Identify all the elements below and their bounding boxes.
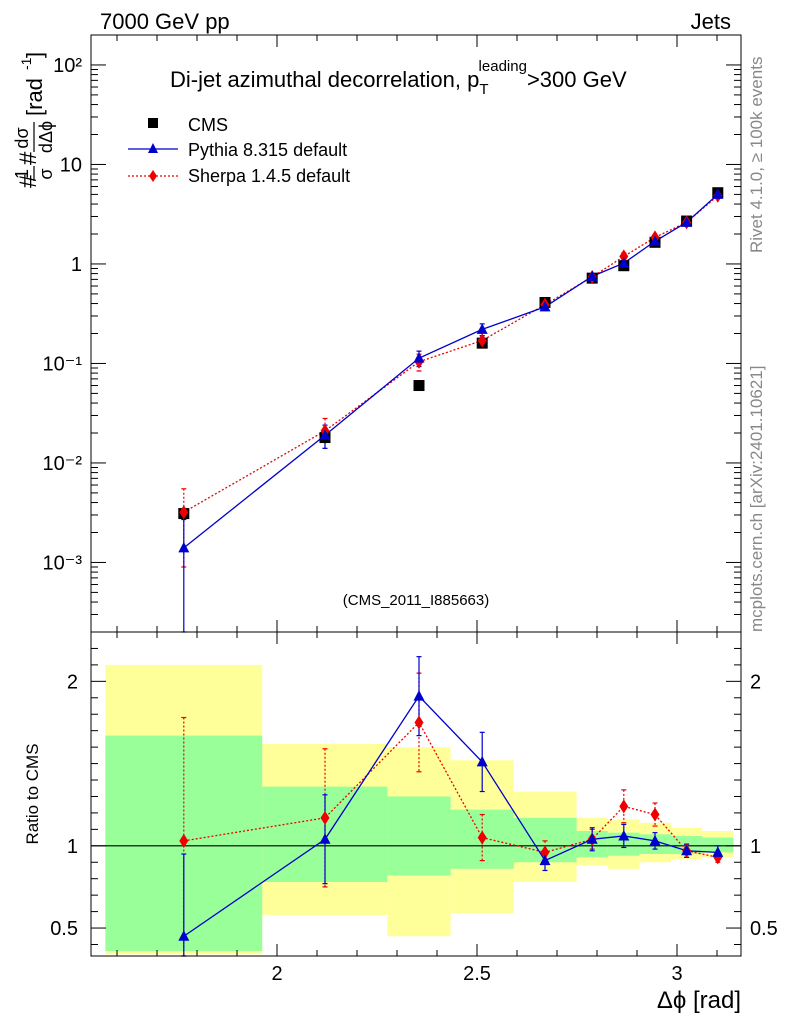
svg-text:dΔϕ: dΔϕ [36, 121, 56, 153]
main-series-line-sherpa [183, 195, 719, 513]
ratio-point-pythia [476, 755, 488, 767]
main-point-pythia [586, 270, 598, 281]
ratio-point-pythia [319, 833, 331, 844]
analysis-id-watermark: (CMS_2011_I885663) [343, 592, 489, 609]
main-point-sherpa [477, 333, 487, 348]
legend: CMS Pythia 8.315 default Sherpa 1.4.5 de… [128, 115, 350, 186]
main-point-pythia [178, 541, 190, 553]
plot-title-superscript: leading [479, 58, 527, 75]
ratio-point-pythia [649, 834, 661, 846]
legend-label-pythia: Pythia 8.315 default [188, 140, 347, 160]
x-tick-label: 2.5 [463, 963, 491, 985]
main-point-pythia [681, 216, 693, 227]
ratio-series-line-sherpa [183, 721, 718, 858]
svg-text:1: 1 [12, 169, 32, 179]
ratio-point-pythia [586, 833, 598, 844]
main-point-pythia [476, 323, 488, 334]
main-y-tick-label: 10⁻² [43, 453, 83, 475]
ratio-y-tick-label-right: 2 [750, 671, 761, 693]
svg-text:[rad: [rad [22, 78, 47, 116]
main-y-tick-label: 10² [53, 55, 82, 77]
main-point-pythia [712, 188, 724, 199]
ratio-point-pythia [413, 690, 425, 701]
header-category-label: Jets [691, 9, 731, 34]
main-point-pythia [319, 429, 331, 440]
ratio-y-axis-label: Ratio to CMS [23, 743, 42, 844]
ratio-point-pythia [712, 846, 724, 857]
legend-marker-cms [148, 118, 158, 128]
main-y-tick-label: 10⁻³ [43, 552, 83, 574]
main-y-tick-label: 10 [60, 154, 82, 176]
legend-label-cms: CMS [188, 115, 228, 135]
legend-label-sherpa: Sherpa 1.4.5 default [188, 166, 350, 186]
main-axes: 10⁻³ 10⁻² 10⁻¹ 1 10 10² [43, 34, 741, 633]
ratio-series-line-pythia [183, 695, 718, 937]
main-point-cms [413, 380, 425, 392]
ratio-band-inner [702, 837, 734, 853]
ratio-point-sherpa [619, 799, 629, 814]
ratio-point-pythia [618, 829, 630, 841]
svg-text:dσ: dσ [12, 127, 32, 148]
header-energy-label: 7000 GeV pp [100, 9, 230, 34]
main-panel: 10⁻³ 10⁻² 10⁻¹ 1 10 10² Di-jet azimuthal deco… [12, 34, 742, 633]
plot-title-subscript: T [479, 81, 488, 98]
ratio-point-sherpa [477, 830, 487, 845]
ratio-point-sherpa [320, 810, 330, 825]
svg-text:]: ] [22, 52, 47, 58]
plot-title-suffix: >300 GeV [527, 67, 627, 92]
ratio-point-pythia [178, 930, 190, 941]
legend-marker-sherpa [149, 170, 157, 182]
ratio-point-pythia [539, 854, 551, 866]
ratio-y-tick-label-left: 0.5 [50, 918, 78, 940]
main-point-sherpa [619, 249, 629, 264]
svg-text:#: # [15, 151, 42, 165]
main-point-pythia [618, 257, 630, 268]
main-y-tick-label: 10⁻¹ [43, 353, 83, 375]
ratio-y-tick-label-right: 1 [750, 836, 761, 858]
main-point-pythia [539, 300, 551, 312]
ratio-y-tick-label-left: 2 [67, 671, 78, 693]
main-y-axis-label: # 1 σ # dσ dΔϕ [rad -1 ] [12, 52, 56, 188]
ratio-axes: 2 2.5 3 0.5 0.5 1 1 2 2 [50, 620, 778, 985]
x-axis-label: Δϕ [rad] [657, 987, 741, 1014]
plot-title: Di-jet azimuthal decorrelation, pTleadin… [170, 58, 627, 98]
x-tick-label: 2 [271, 963, 282, 985]
rivet-version-label: Rivet 4.1.0, ≥ 100k events [747, 57, 766, 253]
main-plot-content [178, 187, 724, 633]
main-point-sherpa [179, 505, 189, 520]
ratio-plot-content [91, 656, 741, 957]
main-point-pythia [413, 352, 425, 363]
legend-marker-pythia [148, 143, 158, 153]
ratio-panel: 2 2.5 3 0.5 0.5 1 1 2 2 Ratio to CMS Δϕ [rad] [23, 620, 778, 1014]
plot-title-prefix: Di-jet azimuthal decorrelation, p [170, 67, 479, 92]
ratio-point-sherpa [650, 807, 660, 822]
ratio-point-sherpa [540, 845, 550, 860]
svg-text:σ: σ [36, 168, 56, 179]
ratio-panel-frame [90, 631, 742, 957]
svg-text:-1: -1 [18, 57, 34, 70]
ratio-point-sherpa [414, 715, 424, 730]
main-y-tick-label: 1 [71, 254, 82, 276]
mcplots-credit-label: mcplots.cern.ch [arXiv:2401.10621] [747, 366, 766, 632]
ratio-y-tick-label-right: 0.5 [750, 918, 778, 940]
main-series-line-pythia [183, 193, 719, 549]
ratio-point-sherpa [179, 833, 189, 848]
ratio-point-pythia [681, 844, 693, 856]
main-point-pythia [649, 235, 661, 246]
ratio-band-inner [387, 796, 451, 876]
svg-text:#: # [15, 174, 42, 188]
x-tick-label: 3 [671, 963, 682, 985]
ratio-y-tick-label-left: 1 [67, 836, 78, 858]
